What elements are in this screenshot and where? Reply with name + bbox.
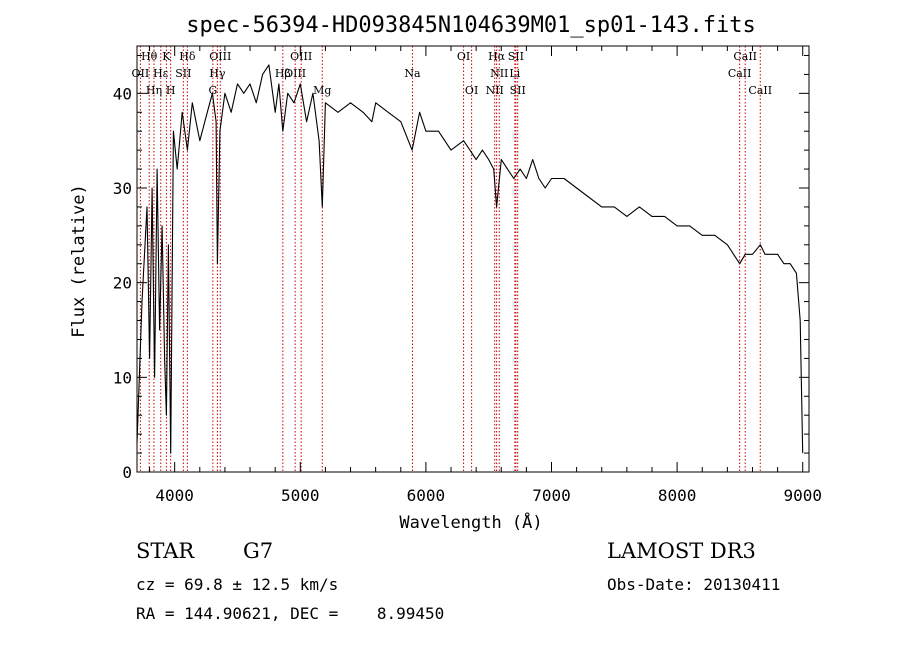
spectral-line-label: SII (508, 50, 524, 63)
y-tick-label: 20 (113, 274, 132, 293)
spectral-line-label: Li (509, 67, 520, 80)
spectral-line-label: Hδ (179, 50, 196, 63)
spectral-line-label: NII (486, 84, 504, 97)
x-tick-label: 8000 (658, 486, 697, 505)
spectral-line-label: OII (132, 67, 150, 80)
x-tick-label: 4000 (155, 486, 194, 505)
spectral-line-label: Hα (488, 50, 506, 63)
spectral-line-label: SII (175, 67, 191, 80)
x-tick-label: 5000 (281, 486, 320, 505)
x-axis-label: Wavelength (Å) (399, 511, 542, 533)
spectral-line-label: K (162, 50, 171, 63)
spectral-line-label: OI (457, 50, 470, 63)
survey-name: LAMOST DR3 (607, 539, 756, 563)
y-tick-label: 10 (113, 368, 132, 387)
x-axis-ticks: 4000 5000 6000 7000 8000 9000 (149, 46, 822, 505)
spectral-line-label: CaII (733, 50, 757, 63)
redshift-text: cz = 69.8 ± 12.5 km/s (136, 575, 339, 594)
spectral-line-label: Hθ (141, 50, 158, 63)
spectrum-line (136, 64, 804, 454)
spectral-line-label: Hβ (275, 67, 291, 80)
object-subclass: G7 (243, 539, 274, 563)
coordinates-text: RA = 144.90621, DEC = 8.99450 (136, 604, 445, 623)
spectral-line-markers (139, 46, 761, 472)
spectral-line-label: Mg (313, 84, 331, 97)
chart-title: spec-56394-HD093845N104639M01_sp01-143.f… (186, 13, 756, 38)
spectral-line-label: OI (465, 84, 478, 97)
y-tick-label: 30 (113, 179, 132, 198)
y-axis-label: Flux (relative) (69, 184, 89, 338)
spectral-line-labels: HθOIIHηHεKHHδSIIOIIIHγGOIIIOIIIHβMgNaOIO… (132, 50, 773, 97)
spectral-line-label: CaII (748, 84, 772, 97)
obs-date-text: Obs-Date: 20130411 (607, 575, 781, 594)
spectral-line-label: G (208, 84, 217, 97)
x-tick-label: 9000 (783, 486, 822, 505)
spectral-line-label: OIII (290, 50, 312, 63)
object-class: STAR (136, 539, 195, 563)
y-tick-label: 0 (122, 463, 132, 482)
y-tick-label: 40 (113, 84, 132, 103)
y-axis-ticks: 0 10 20 30 40 (113, 54, 809, 482)
spectral-line-label: SII (510, 84, 526, 97)
spectral-line-label: CaII (728, 67, 752, 80)
spectral-line-label: H (166, 84, 176, 97)
plot-frame (136, 45, 810, 473)
spectral-line-label: OIII (284, 67, 306, 80)
x-tick-label: 7000 (532, 486, 571, 505)
spectral-line-label: Hγ (209, 67, 226, 80)
spectral-line-label: Hη (146, 84, 162, 97)
spectral-line-label: OIII (209, 50, 231, 63)
spectral-line-label: Na (404, 67, 421, 80)
spectral-line-label: Hε (153, 67, 169, 80)
spectral-line-label: NII (490, 67, 508, 80)
x-tick-label: 6000 (407, 486, 446, 505)
